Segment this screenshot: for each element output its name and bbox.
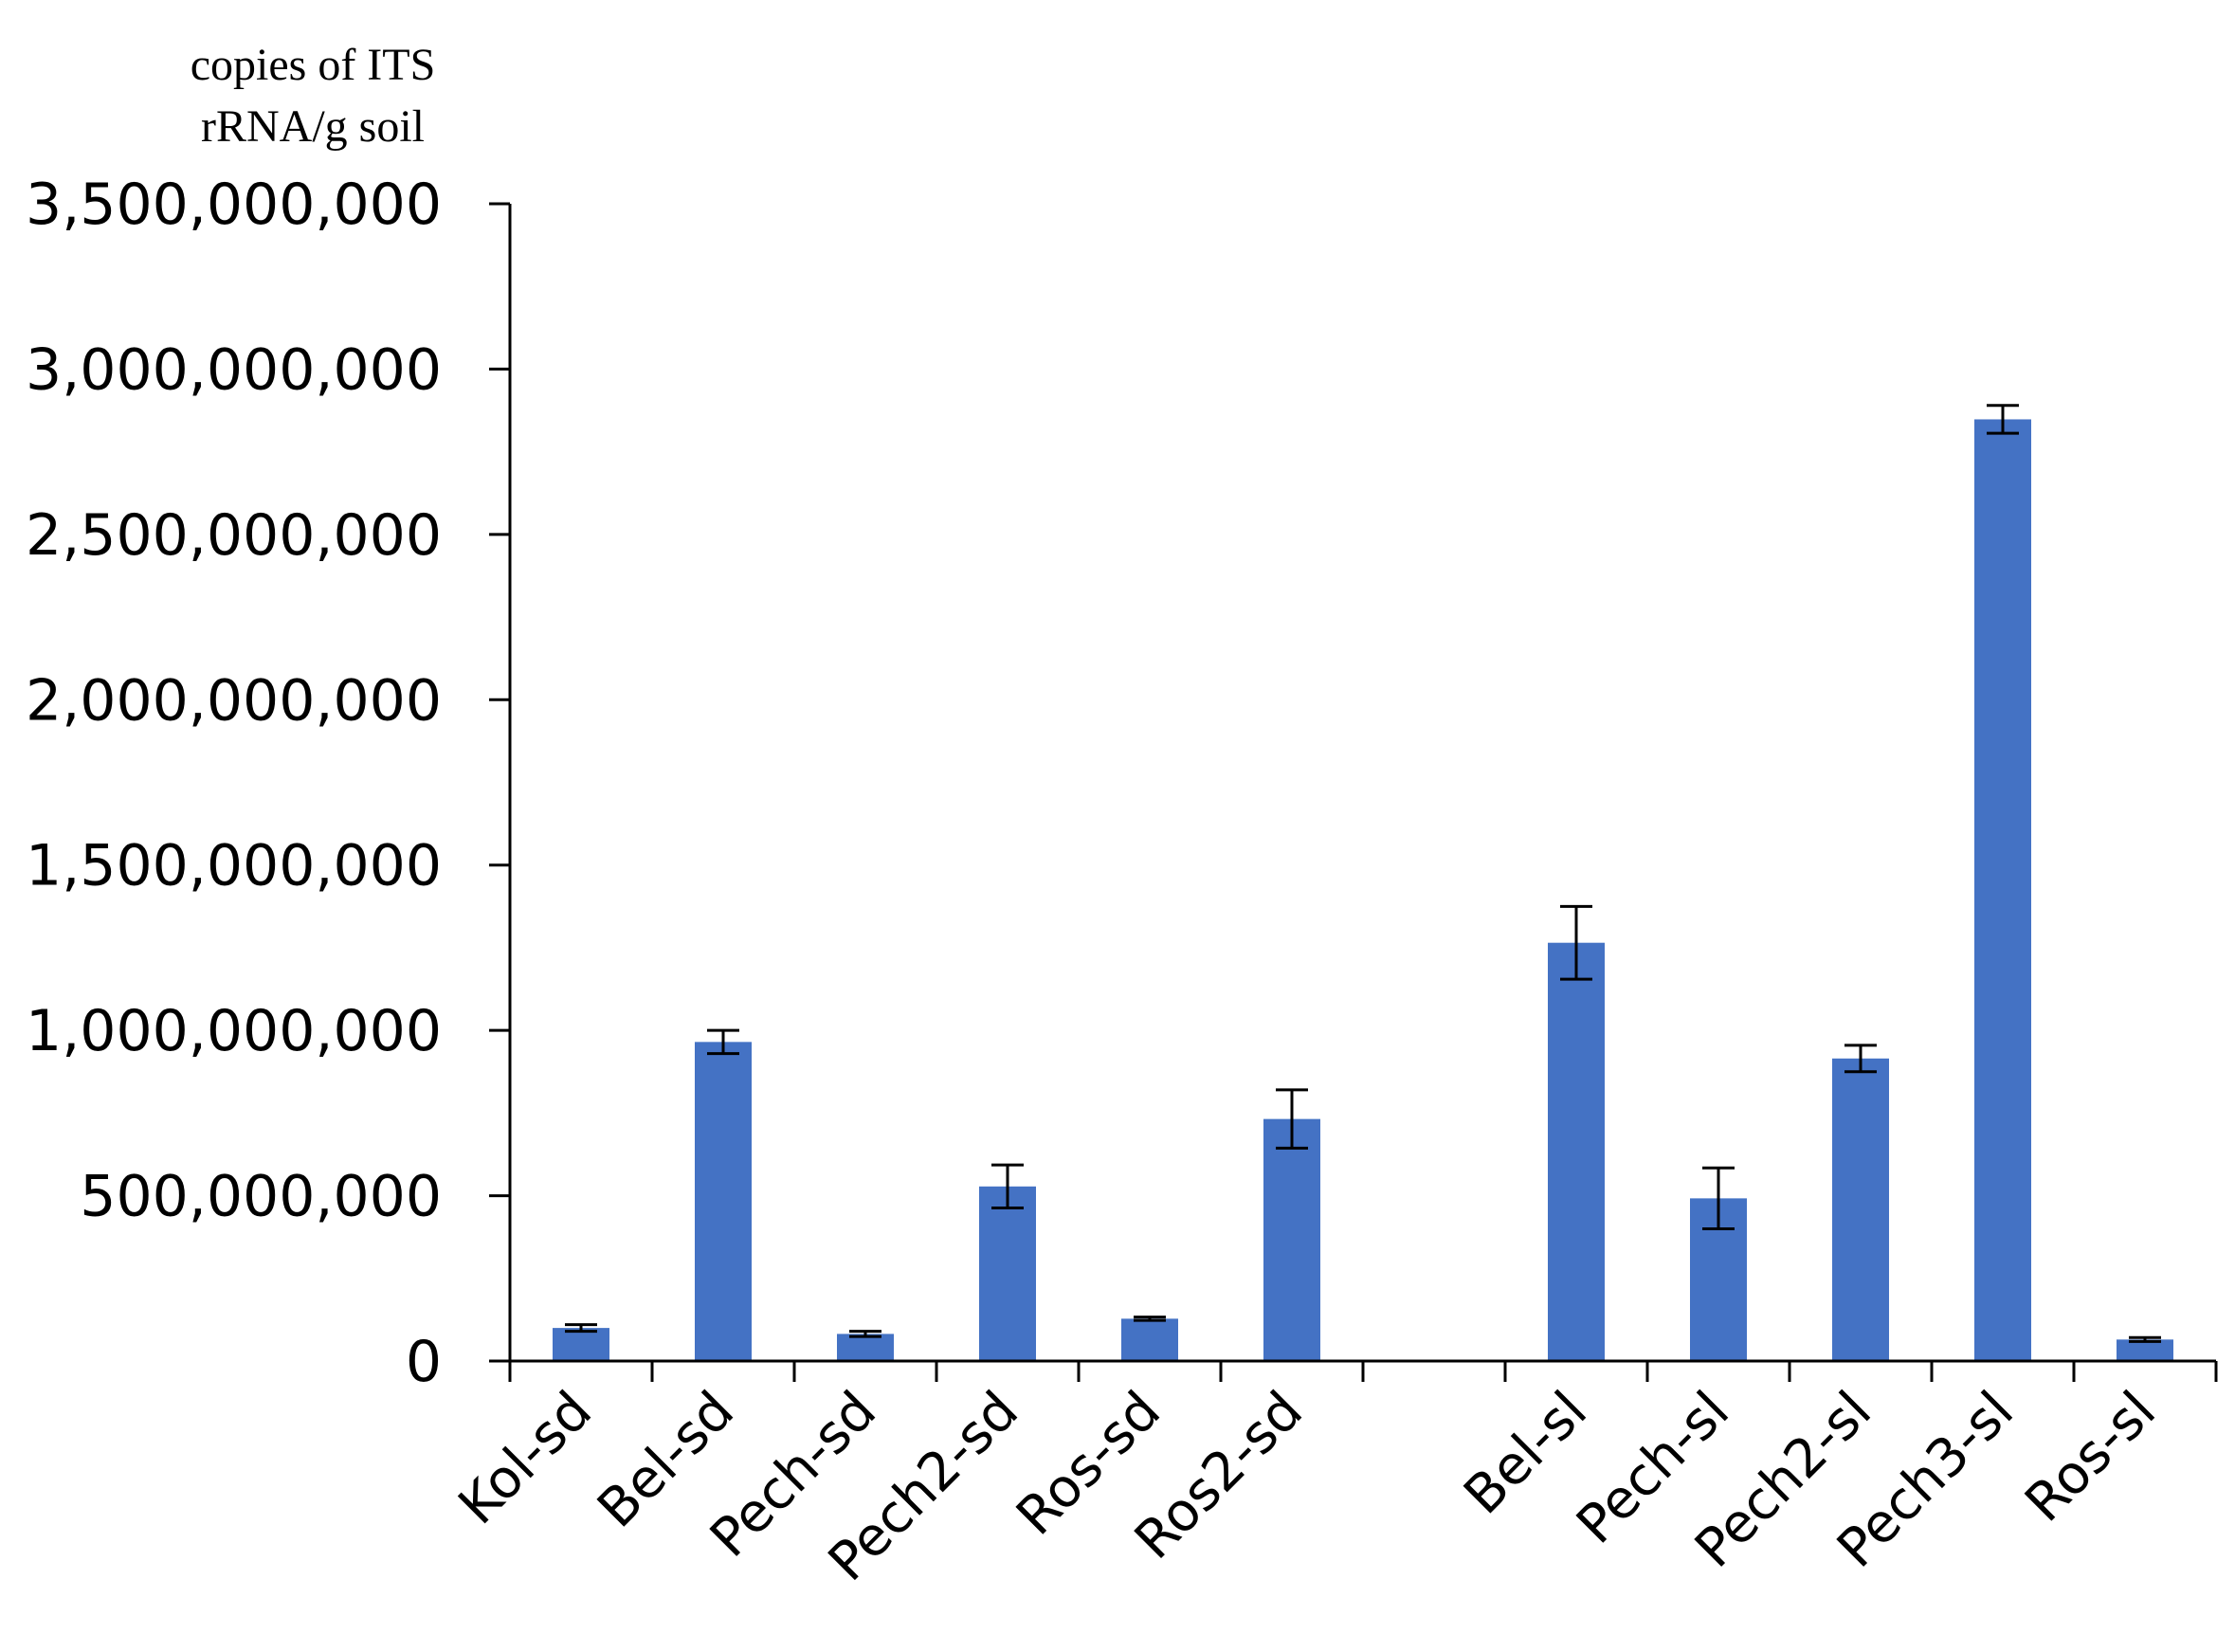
- y-axis-title-line-1: copies of ITS: [191, 40, 436, 90]
- y-tick-label: 1,000,000,000: [26, 998, 442, 1064]
- error-bars: [565, 404, 2161, 1343]
- y-tick-label: 2,000,000,000: [26, 667, 442, 734]
- y-tick-label: 3,000,000,000: [26, 336, 442, 403]
- bar: [2117, 1339, 2173, 1361]
- y-axis-title-line-2: rRNA/g soil: [201, 101, 425, 152]
- y-axis-title: copies of ITS rRNA/g soil: [191, 40, 436, 152]
- y-tick-label: 500,000,000: [80, 1164, 442, 1230]
- y-axis-ticks: 3,500,000,000 3,000,000,000 2,500,000,000 2…: [26, 172, 510, 1395]
- bar: [1548, 942, 1605, 1361]
- x-axis-labels: Kol-sdBel-sdPech-sdPech2-sdRos-sdRos2-sd…: [447, 1380, 2168, 1593]
- bar: [1832, 1058, 1889, 1361]
- bars: [553, 419, 2173, 1362]
- y-tick-label: 2,500,000,000: [26, 502, 442, 569]
- y-tick-label: 0: [406, 1329, 442, 1395]
- bar: [979, 1186, 1036, 1361]
- bar: [1974, 419, 2031, 1362]
- x-category-label: Ros-sl: [2013, 1380, 2167, 1534]
- x-axis-ticks: [508, 1361, 2218, 1382]
- bar: [1121, 1318, 1178, 1361]
- bar: [553, 1328, 609, 1361]
- bar: [695, 1042, 752, 1361]
- axes: [508, 204, 2216, 1363]
- x-category-label: Kol-sd: [447, 1380, 604, 1536]
- y-tick-label: 3,500,000,000: [26, 172, 442, 238]
- bar: [1263, 1118, 1320, 1361]
- bar: [837, 1334, 894, 1361]
- y-tick-label: 1,500,000,000: [26, 833, 442, 899]
